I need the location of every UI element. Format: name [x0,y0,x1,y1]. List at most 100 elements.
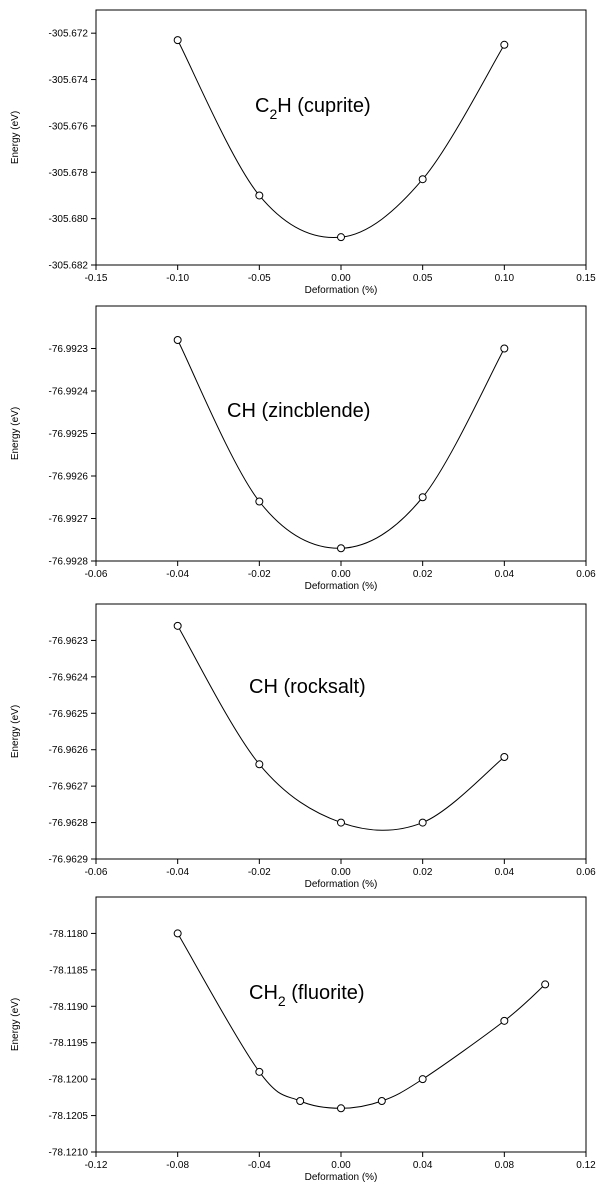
x-tick-label: 0.04 [495,569,515,580]
x-tick-label: -0.02 [248,867,271,878]
plot-frame [95,896,587,1153]
data-point [418,1075,427,1084]
data-point [296,1097,305,1105]
y-tick-label: -76.9625 [49,709,89,720]
y-tick-label: -78.1210 [49,1148,89,1159]
x-tick-label: 0.05 [413,273,433,284]
x-tick-label: 0.04 [413,1160,433,1171]
data-point [173,929,182,938]
x-axis-label: Deformation (%) [305,879,378,890]
plot-frame [95,305,587,562]
data-point [173,336,182,344]
y-tick-label: -76.9628 [49,818,89,829]
y-tick-label: -78.1180 [49,929,88,940]
x-tick-label: -0.08 [166,1160,189,1171]
x-tick-label: -0.04 [166,569,189,580]
data-point [418,818,427,827]
chart-title-main: CH (rocksalt) [249,676,366,698]
x-tick-label: 0.02 [413,867,433,878]
data-point [500,344,509,353]
x-tick-label: -0.06 [85,867,108,878]
chart-title: CH (rocksalt) [249,676,366,698]
x-tick-label: -0.12 [85,1160,108,1171]
y-tick-label: -76.9624 [49,672,89,683]
chart-4: -78.1210 -78.1205 -78.1200 -78.1195 -78.1190… [10,896,596,1183]
data-point [255,191,264,200]
x-tick-label: -0.15 [85,273,108,284]
y-tick-label: -76.9926 [49,472,89,483]
y-tick-label: -76.9928 [49,557,89,568]
x-tick-label: 0.00 [331,569,351,580]
plot-frame [95,9,587,266]
y-tick-label: -78.1205 [49,1111,89,1122]
y-tick-label: -76.9627 [49,782,89,793]
data-point [337,1104,345,1113]
data-point [500,40,509,49]
y-tick-label: -305.680 [49,214,89,225]
data-point [500,1016,509,1025]
y-axis-label: Energy (eV) [10,998,21,1051]
y-tick-label: -76.9927 [49,514,89,525]
data-point [337,233,345,242]
y-tick-label: -78.1185 [49,965,88,976]
chart-title: C2H (cuprite) [255,95,371,122]
x-tick-label: -0.10 [166,273,189,284]
x-tick-label: 0.00 [331,1160,351,1171]
x-tick-label: 0.10 [495,273,515,284]
y-tick-label: -76.9925 [49,429,89,440]
y-axis-label: Energy (eV) [10,407,21,460]
y-tick-label: -305.682 [49,261,89,272]
x-tick-label: 0.06 [576,867,596,878]
x-tick-label: -0.04 [248,1160,271,1171]
data-point [255,1067,264,1076]
data-point [337,818,345,827]
fit-curve [177,39,505,239]
chart-1: -305.682 -305.680 -305.678 -305.676 -305.674… [10,9,596,296]
chart-title: CH (zincblende) [227,400,370,422]
data-point [377,1097,386,1105]
x-tick-label: 0.08 [495,1160,515,1171]
x-axis-label: Deformation (%) [305,285,378,296]
x-tick-label: -0.04 [166,867,189,878]
chart-title-main: C [255,95,269,117]
x-tick-label: 0.00 [331,273,351,284]
y-tick-label: -305.678 [49,168,89,179]
chart-title-main: CH (zincblende) [227,400,370,422]
data-point [337,544,345,553]
y-tick-label: -305.674 [49,75,89,86]
chart-title-subscript: 2 [278,993,286,1009]
fit-curve [177,625,505,831]
data-point [418,175,427,184]
x-tick-label: 0.00 [331,867,351,878]
fit-curve [177,933,546,1109]
chart-title: CH2 (fluorite) [249,982,365,1009]
y-axis-label: Energy (eV) [10,705,21,758]
y-tick-label: -305.672 [49,29,89,40]
x-tick-label: 0.04 [495,867,515,878]
y-axis-label: Energy (eV) [10,111,21,164]
y-tick-label: -76.9924 [49,387,89,398]
x-tick-label: 0.06 [576,569,596,580]
y-tick-label: -76.9629 [49,855,89,866]
x-tick-label: 0.12 [576,1160,596,1171]
x-tick-label: -0.02 [248,569,271,580]
fit-curve [177,339,505,549]
data-point [541,980,550,989]
x-tick-label: 0.15 [576,273,596,284]
chart-3: -76.9629 -76.9628 -76.9627 -76.9626 -76.9625… [10,603,596,890]
chart-title-rest: H (cuprite) [277,95,370,117]
x-axis-label: Deformation (%) [305,1172,378,1183]
x-axis-label: Deformation (%) [305,581,378,592]
x-tick-label: -0.05 [248,273,271,284]
chart-2: -76.9928 -76.9927 -76.9926 -76.9925 -76.9924… [10,305,596,592]
y-tick-label: -78.1195 [49,1038,88,1049]
y-tick-label: -76.9626 [49,745,89,756]
y-tick-label: -76.9623 [49,636,89,647]
data-point [255,497,264,506]
data-point [418,493,427,502]
chart-title-subscript: 2 [269,106,277,122]
y-tick-label: -76.9923 [49,344,89,355]
data-point [173,36,182,45]
chart-title-rest: (fluorite) [286,982,365,1004]
